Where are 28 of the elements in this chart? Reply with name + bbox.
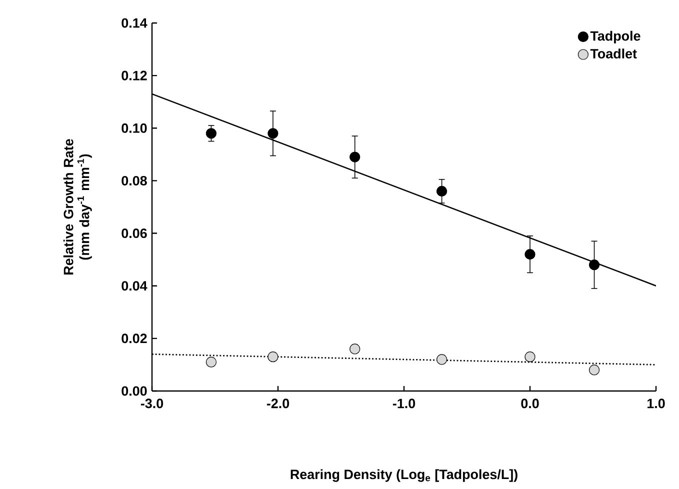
x-tick-label: -3.0 xyxy=(140,398,164,408)
y-tick-label: 0.08 xyxy=(122,176,147,186)
x-axis-title: Rearing Density (Log$_{e}$ [Tadpoles/L]) xyxy=(290,469,518,482)
point xyxy=(206,356,217,368)
point xyxy=(588,364,600,376)
point xyxy=(268,352,278,362)
y-tick-label: 0.14 xyxy=(122,18,148,28)
point xyxy=(588,260,600,270)
y-tick-label: 0.12 xyxy=(122,70,147,80)
x-tick-label: -2.0 xyxy=(266,398,290,408)
y-tick-label: 0.02 xyxy=(122,334,147,344)
x-tick-label: 1.0 xyxy=(648,398,665,408)
point xyxy=(524,352,536,362)
point xyxy=(206,128,217,139)
point xyxy=(350,344,360,354)
point xyxy=(350,152,360,162)
point xyxy=(524,249,536,260)
point xyxy=(436,186,448,197)
y-tick-label: 0.00 xyxy=(122,386,147,396)
x-tick-label: -1.0 xyxy=(392,398,416,408)
y-tick-label: 0.10 xyxy=(122,123,147,133)
point xyxy=(436,354,448,365)
point xyxy=(268,128,278,139)
y-tick-label: 0.04 xyxy=(122,281,148,291)
y-tick-label: 0.06 xyxy=(122,228,147,238)
x-tick-label: 0.0 xyxy=(521,398,539,408)
legend-label: Tadpole xyxy=(590,30,640,44)
legend-label: Toadlet xyxy=(590,48,637,58)
